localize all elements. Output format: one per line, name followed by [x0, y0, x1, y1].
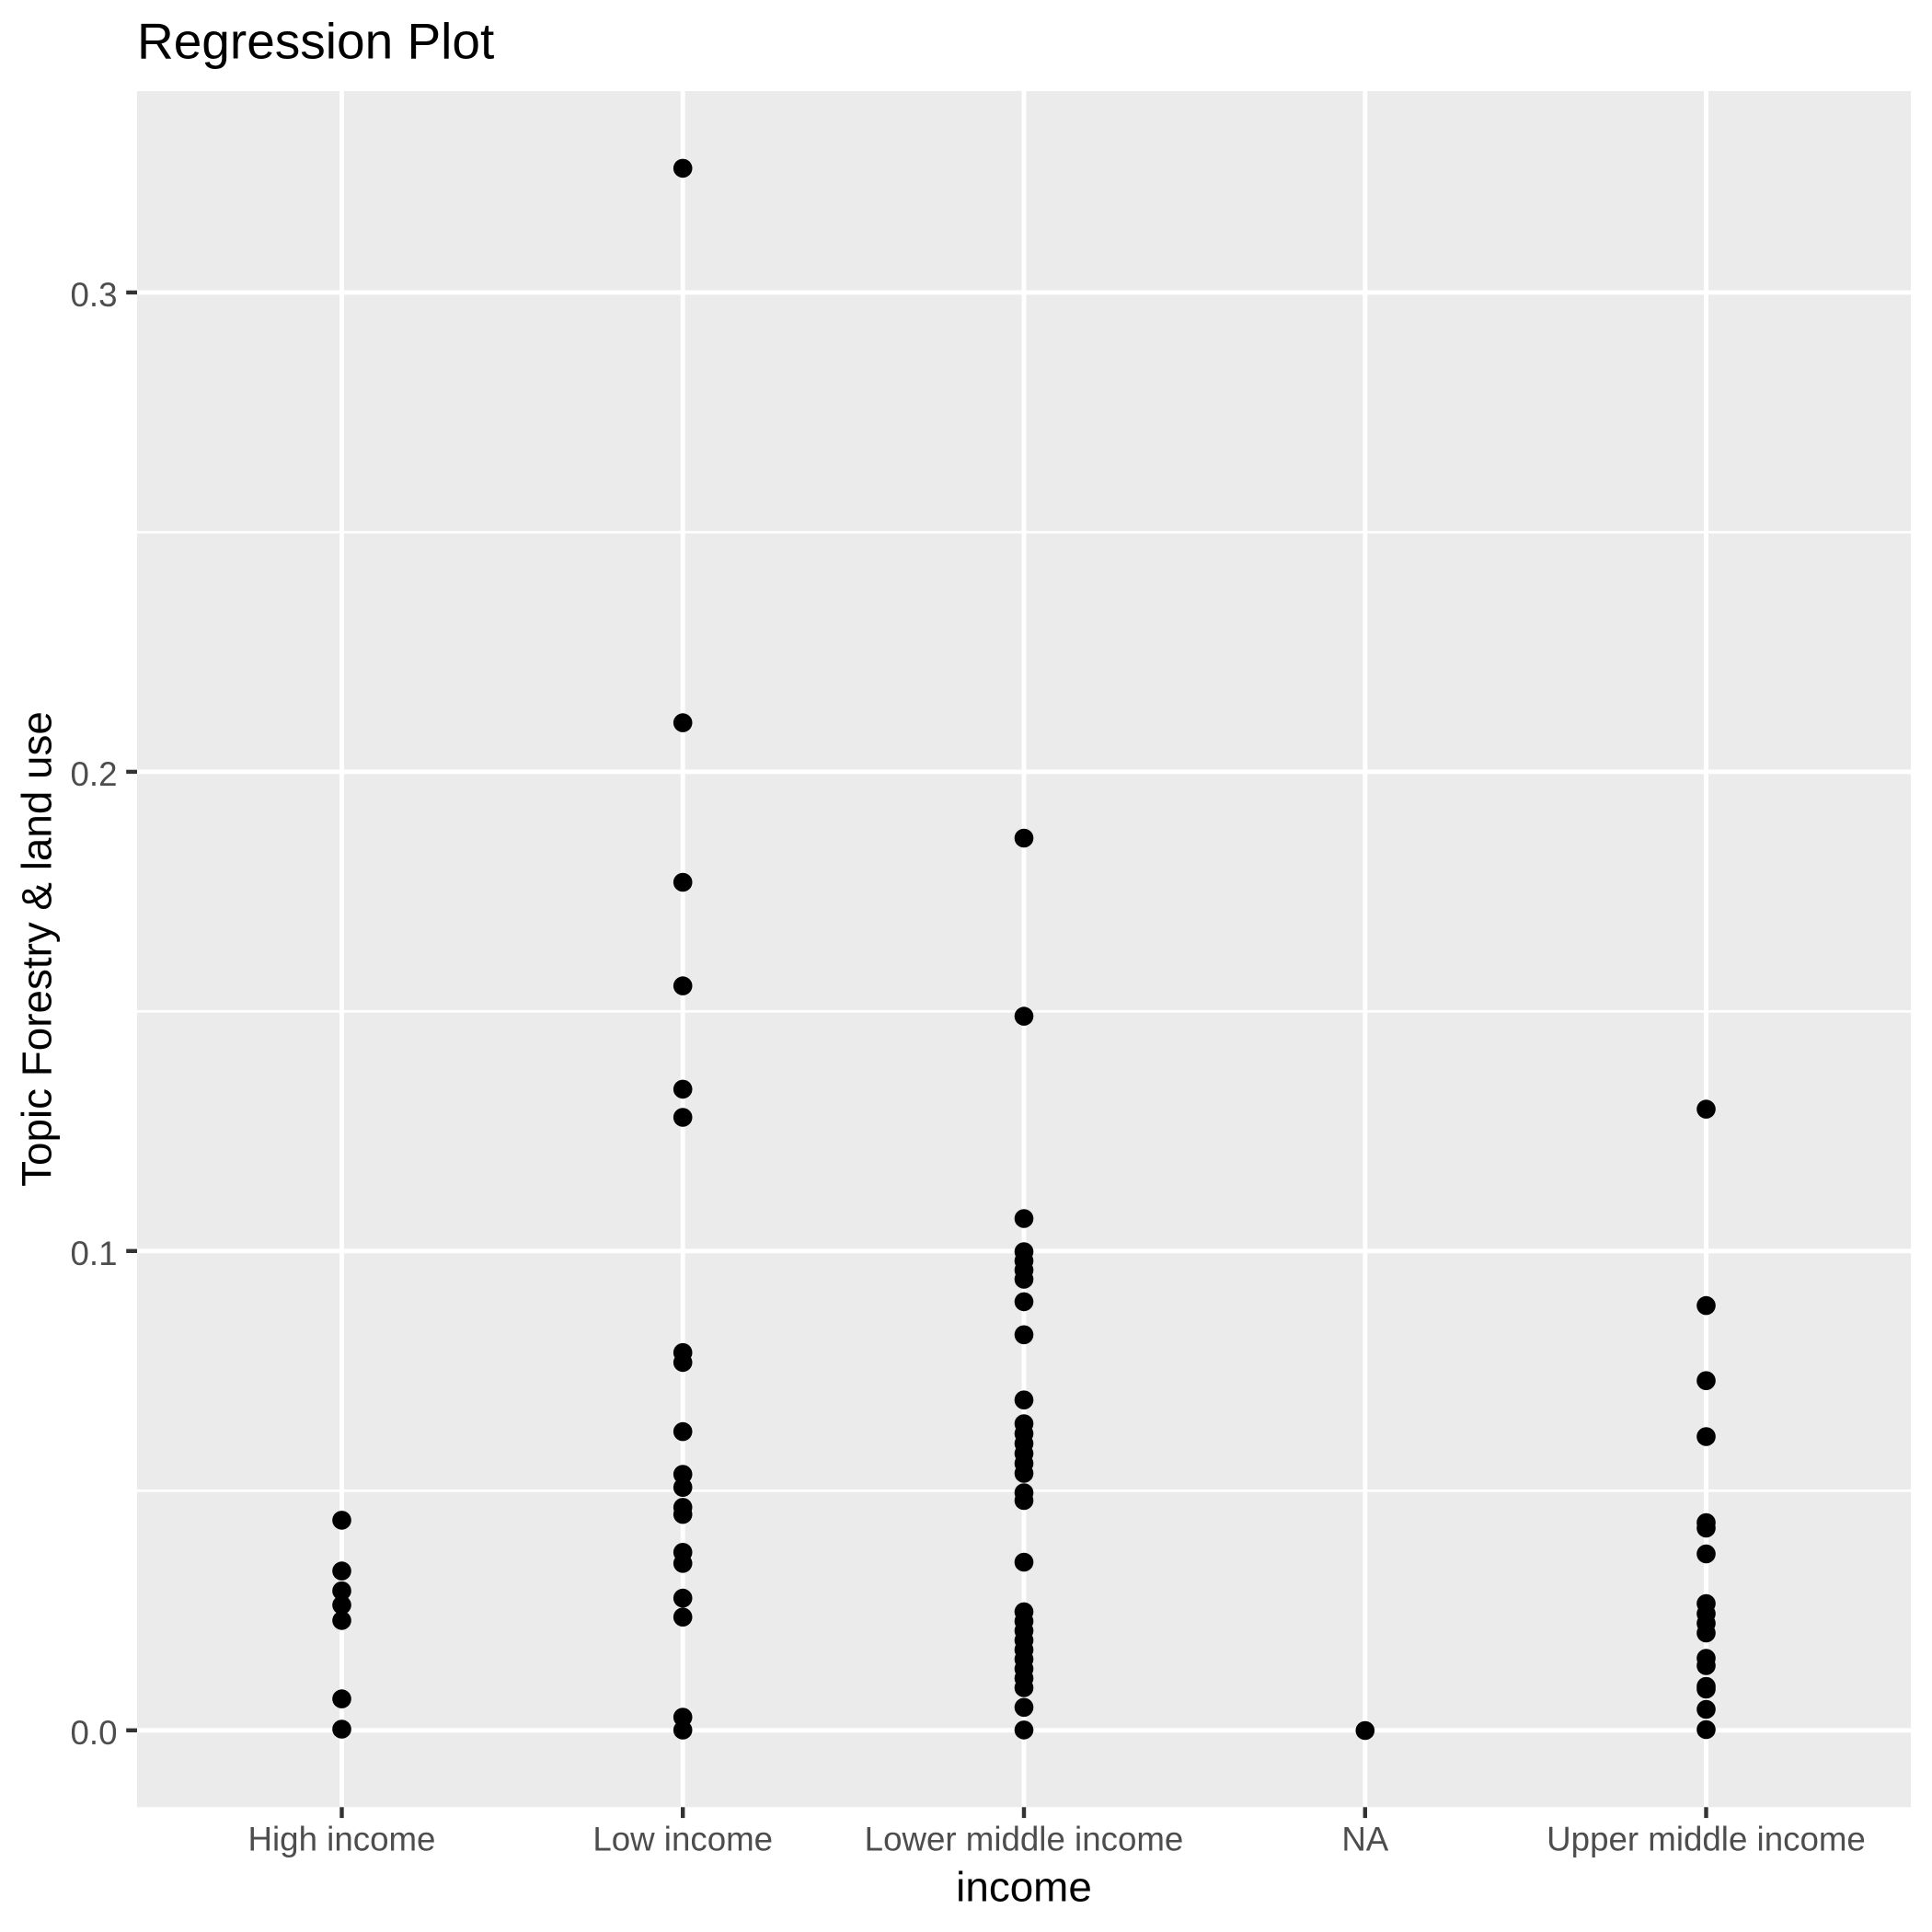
- svg-text:Regression Plot: Regression Plot: [137, 13, 494, 70]
- svg-text:0.3: 0.3: [70, 276, 117, 314]
- svg-text:income: income: [956, 1864, 1092, 1911]
- svg-text:Upper middle income: Upper middle income: [1547, 1821, 1866, 1858]
- svg-text:Topic Forestry & land use: Topic Forestry & land use: [14, 711, 61, 1187]
- svg-text:Lower middle income: Lower middle income: [865, 1821, 1184, 1858]
- svg-text:0.0: 0.0: [70, 1714, 117, 1752]
- svg-text:NA: NA: [1341, 1821, 1388, 1858]
- svg-text:Low income: Low income: [592, 1821, 773, 1858]
- svg-text:High income: High income: [248, 1821, 436, 1858]
- svg-text:0.2: 0.2: [70, 755, 117, 793]
- svg-text:0.1: 0.1: [70, 1235, 117, 1272]
